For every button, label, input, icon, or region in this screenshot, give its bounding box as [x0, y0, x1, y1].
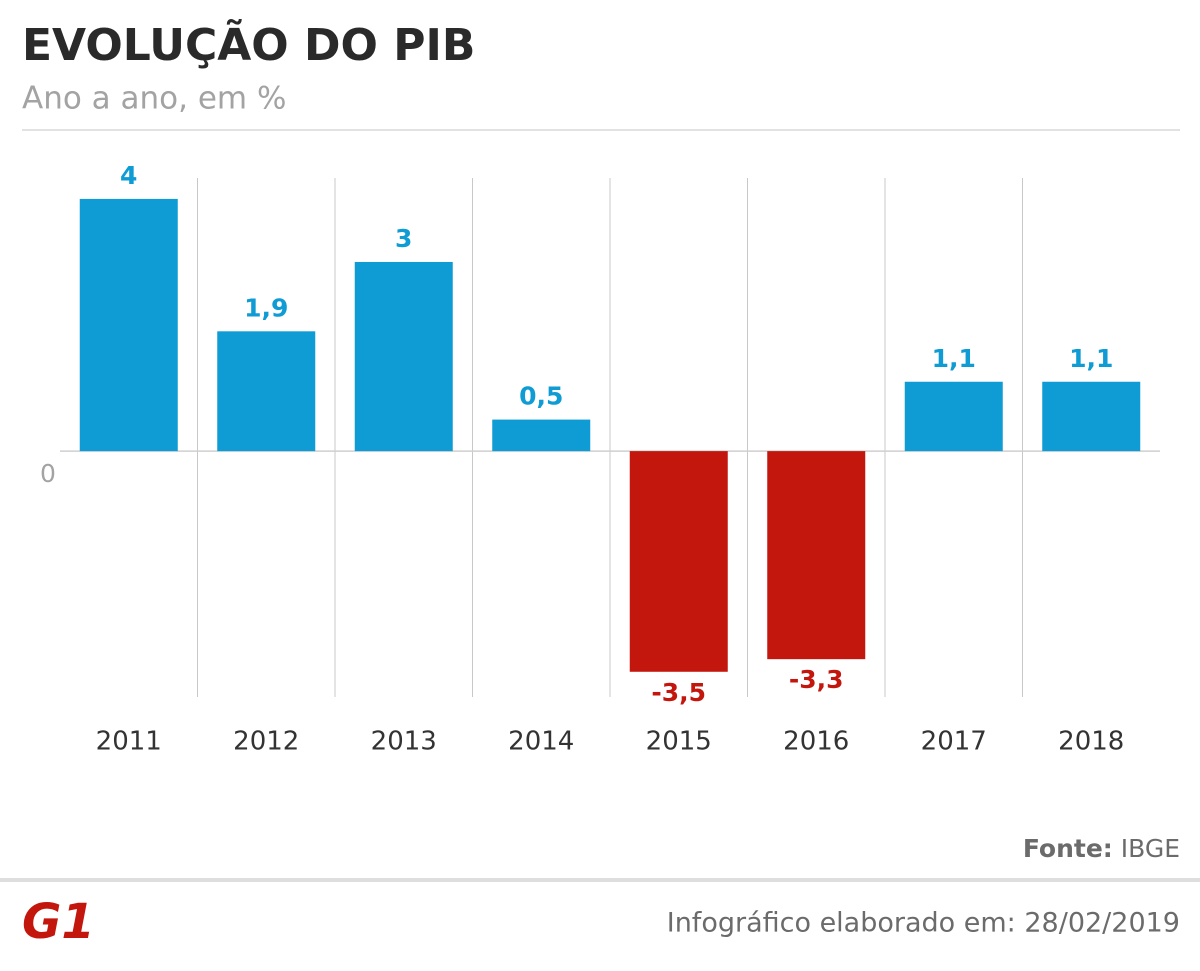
- x-tick-label: 2011: [96, 727, 162, 757]
- bar: [1042, 381, 1141, 452]
- value-label: 3: [395, 224, 412, 253]
- x-tick-label: 2018: [1058, 727, 1124, 757]
- bar: [217, 331, 316, 452]
- x-tick-label: 2017: [921, 727, 987, 757]
- source-label: Fonte:: [1023, 834, 1113, 863]
- value-label: -3,3: [789, 665, 844, 694]
- chart-subtitle: Ano a ano, em %: [22, 81, 286, 117]
- bar: [629, 451, 728, 672]
- footer: Infográfico elaborado em: 28/02/2019: [667, 908, 1180, 939]
- value-label: 1,9: [244, 293, 288, 322]
- logo: G1: [22, 894, 95, 950]
- source: Fonte: IBGE: [1023, 834, 1180, 863]
- y-tick-label: 0: [40, 459, 56, 488]
- bar: [492, 419, 591, 452]
- bar: [354, 261, 453, 452]
- bar: [767, 451, 866, 660]
- bar: [904, 381, 1003, 452]
- value-label: 4: [120, 161, 137, 190]
- value-label: 1,1: [1069, 344, 1113, 373]
- x-tick-label: 2013: [371, 727, 437, 757]
- source-name: IBGE: [1121, 834, 1180, 863]
- x-tick-label: 2015: [646, 727, 712, 757]
- value-label: -3,5: [651, 678, 706, 707]
- x-tick-label: 2012: [233, 727, 299, 757]
- value-label: 0,5: [519, 382, 563, 411]
- bar: [79, 198, 178, 452]
- x-tick-label: 2014: [508, 727, 574, 757]
- value-label: 1,1: [932, 344, 976, 373]
- x-tick-label: 2016: [783, 727, 849, 757]
- chart-title: EVOLUÇÃO DO PIB: [22, 18, 475, 71]
